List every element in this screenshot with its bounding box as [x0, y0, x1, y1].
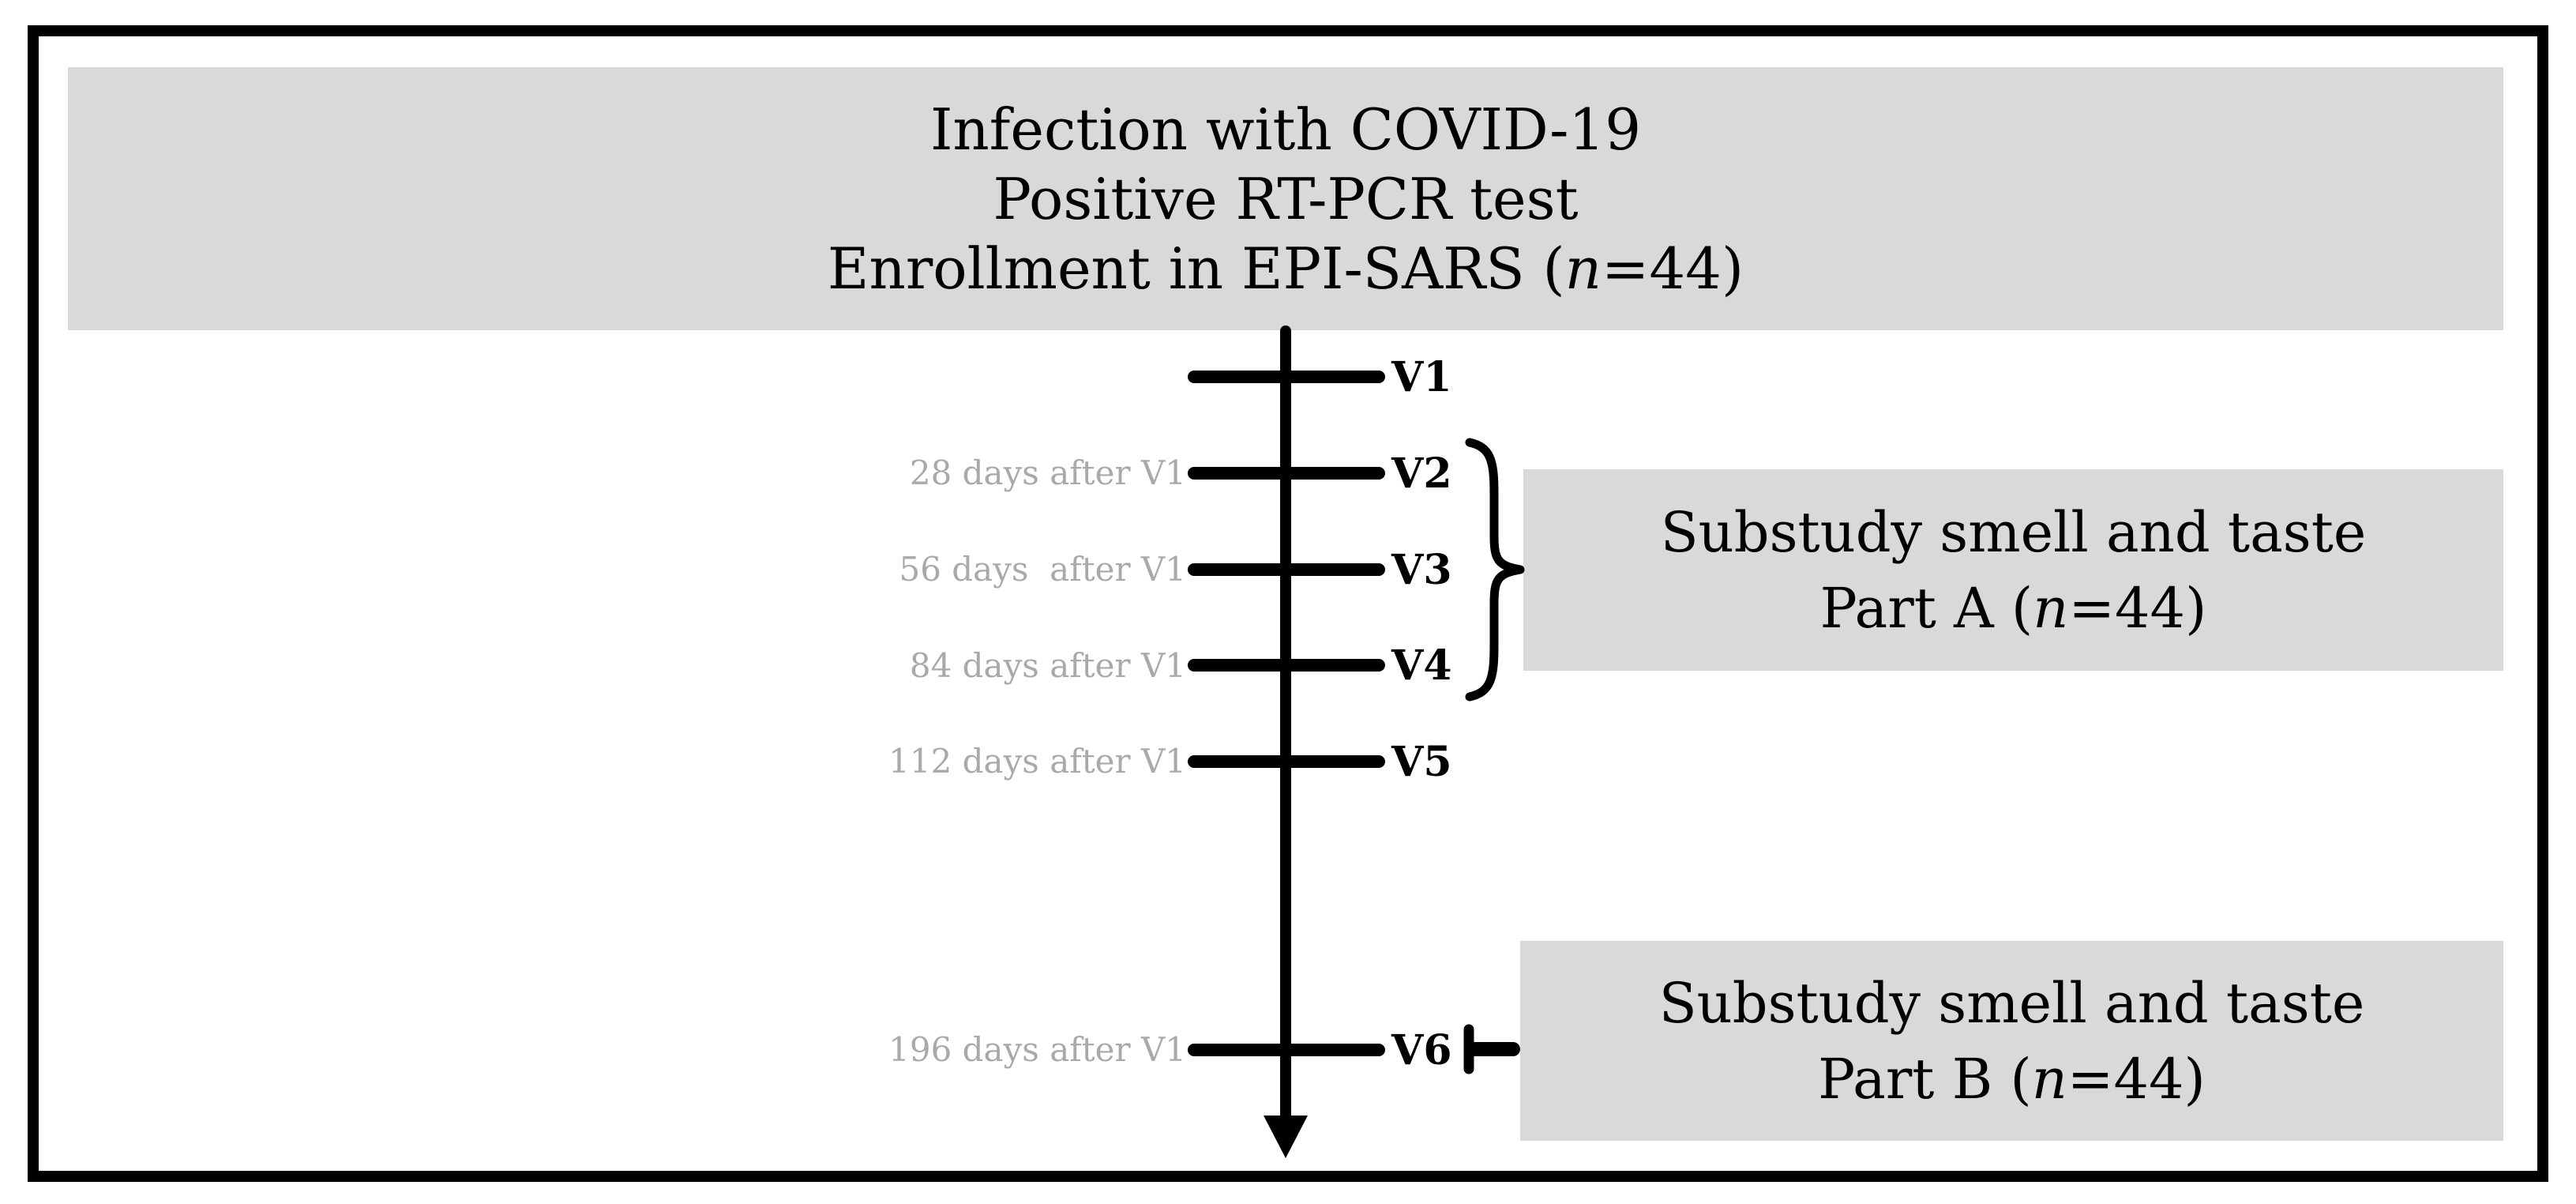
substudy-a-part-text: Part A (	[1819, 575, 2033, 641]
visit-label-v1: V1	[1391, 353, 1452, 401]
substudy-b-line-2-suffix: =44)	[2067, 1046, 2206, 1112]
day-label-v6: 196 days after V1	[888, 1030, 1186, 1069]
day-label-v4: 84 days after V1	[909, 646, 1186, 685]
header-line-3-suffix: =44)	[1602, 235, 1744, 302]
header-line-3: Enrollment in EPI-SARS (n=44)	[828, 234, 1744, 303]
timeline-arrowhead-icon	[1264, 1116, 1308, 1158]
day-label-v2: 28 days after V1	[909, 453, 1186, 492]
header-line-2: Positive RT-PCR test	[993, 165, 1579, 232]
visit-label-v3: V3	[1391, 546, 1452, 594]
header-n-symbol: n	[1564, 235, 1602, 302]
day-label-v3: 56 days after V1	[899, 550, 1186, 589]
substudy-part-a-box: Substudy smell and taste Part A (n=44)	[1523, 469, 2503, 671]
header-line-1: Infection with COVID-19	[929, 96, 1642, 163]
substudy-a-n-symbol: n	[2033, 575, 2069, 641]
substudy-b-n-symbol: n	[2031, 1046, 2067, 1112]
header-line-3-text: Enrollment in EPI-SARS (	[827, 235, 1565, 302]
visit-label-v2: V2	[1391, 450, 1452, 498]
brace-v2-v4	[1465, 438, 1525, 702]
substudy-a-line-1: Substudy smell and taste	[1660, 499, 2367, 565]
substudy-b-part-text: Part B (	[1818, 1046, 2032, 1112]
substudy-b-line-2: Part B (n=44)	[1818, 1041, 2206, 1117]
substudy-a-line-2: Part A (n=44)	[1820, 570, 2207, 646]
day-label-v5: 112 days after V1	[888, 742, 1186, 781]
substudy-part-b-box: Substudy smell and taste Part B (n=44)	[1520, 941, 2503, 1141]
enrollment-header-box: Infection with COVID-19 Positive RT-PCR …	[68, 67, 2503, 330]
visit-label-v5: V5	[1391, 738, 1452, 786]
substudy-b-line-1: Substudy smell and taste	[1658, 970, 2365, 1036]
visit-label-v4: V4	[1391, 642, 1452, 690]
substudy-a-line-2-suffix: =44)	[2068, 575, 2207, 641]
visit-label-v6: V6	[1391, 1026, 1452, 1074]
